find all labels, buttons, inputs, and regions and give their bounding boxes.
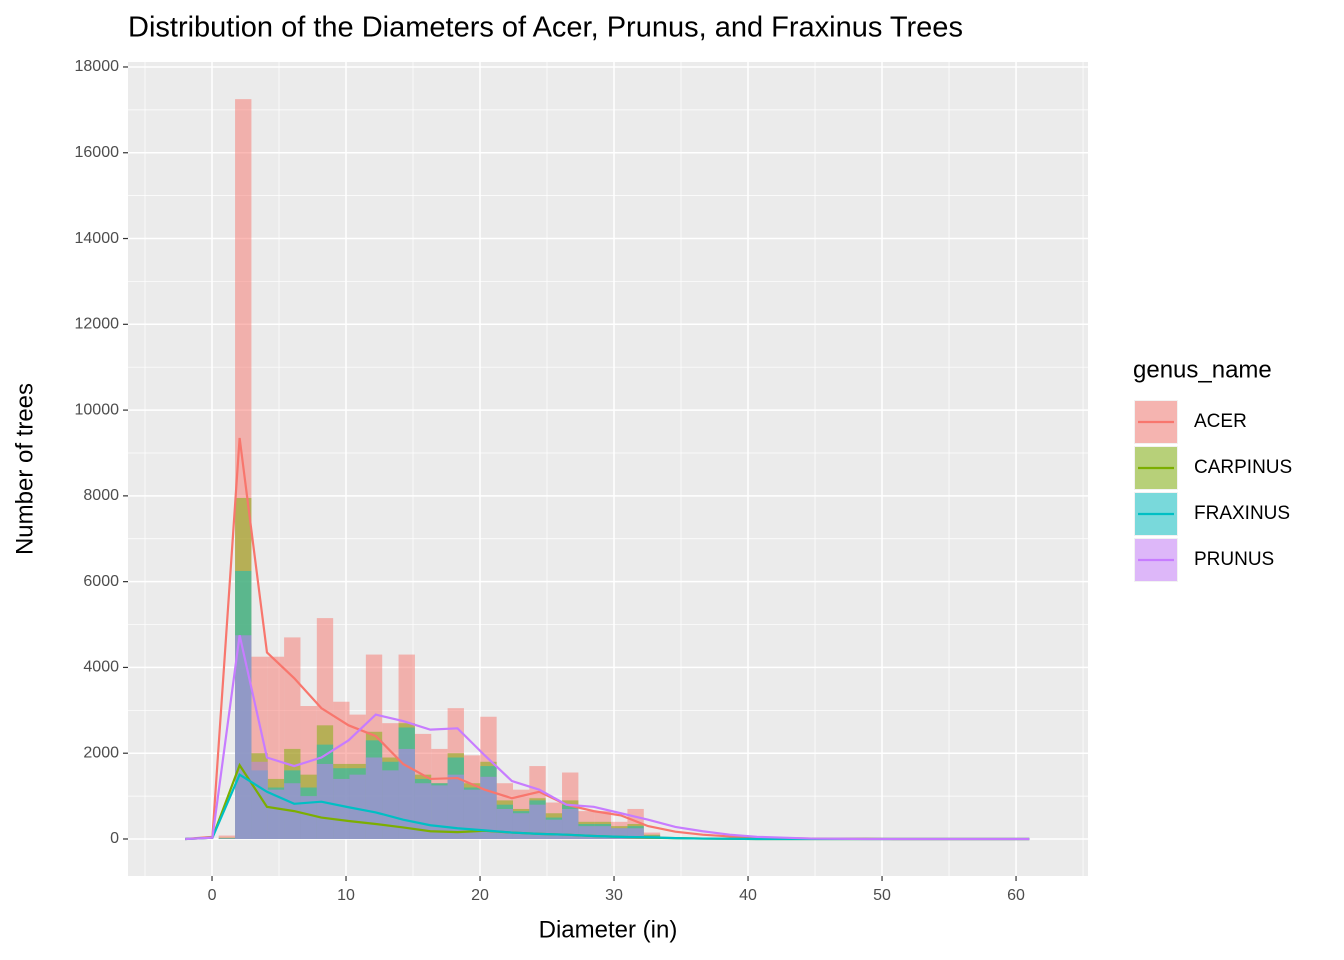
legend: ACER CARPINUS FRAXINUS PRUNUS	[1134, 400, 1292, 582]
bar	[447, 774, 464, 839]
bar	[382, 770, 399, 839]
chart-title: Distribution of the Diameters of Acer, P…	[128, 12, 963, 44]
y-tick-label: 4000	[83, 659, 119, 676]
x-tick-label: 50	[873, 887, 891, 904]
legend-title: genus_name	[1133, 356, 1272, 383]
bar	[627, 828, 644, 839]
bar	[578, 826, 595, 839]
y-tick-label: 8000	[83, 487, 119, 504]
legend-label: ACER	[1194, 411, 1247, 432]
x-tick-label: 0	[208, 887, 217, 904]
y-tick-label: 10000	[75, 401, 120, 418]
bar	[496, 808, 513, 839]
bar	[218, 835, 236, 839]
axes: 0 10 20 30 40 50 60 0 2000 4000 6000 8000 10000 12000…	[75, 58, 1026, 904]
y-tick-label: 0	[110, 830, 119, 847]
x-tick-label: 30	[605, 887, 623, 904]
y-tick-label: 2000	[83, 744, 119, 761]
x-tick-label: 40	[739, 887, 757, 904]
lines	[185, 437, 1030, 841]
x-tick-label: 10	[337, 887, 355, 904]
legend-label: PRUNUS	[1194, 549, 1274, 570]
bars	[218, 99, 661, 839]
bar	[300, 796, 317, 839]
bar	[529, 804, 546, 839]
x-tick-label: 60	[1007, 887, 1025, 904]
bar	[235, 635, 252, 839]
bar	[398, 748, 415, 839]
y-axis-label: Number of trees	[11, 383, 38, 555]
bar	[365, 757, 383, 839]
bar	[545, 819, 563, 839]
y-tick-label: 16000	[75, 144, 120, 161]
y-tick-label: 6000	[83, 573, 119, 590]
bar	[251, 761, 268, 839]
bar	[512, 813, 530, 839]
bar	[562, 808, 579, 839]
bar	[333, 778, 350, 839]
y-tick-label: 18000	[75, 58, 120, 75]
x-tick-label: 20	[471, 887, 489, 904]
freq-line	[185, 635, 1030, 841]
bar	[463, 789, 481, 839]
bar	[611, 828, 628, 839]
x-axis-label: Diameter (in)	[539, 916, 678, 943]
y-tick-label: 12000	[75, 316, 120, 333]
legend-label: CARPINUS	[1194, 457, 1292, 478]
legend-label: FRAXINUS	[1194, 503, 1290, 524]
bar	[267, 789, 285, 839]
y-tick-label: 14000	[75, 230, 120, 247]
